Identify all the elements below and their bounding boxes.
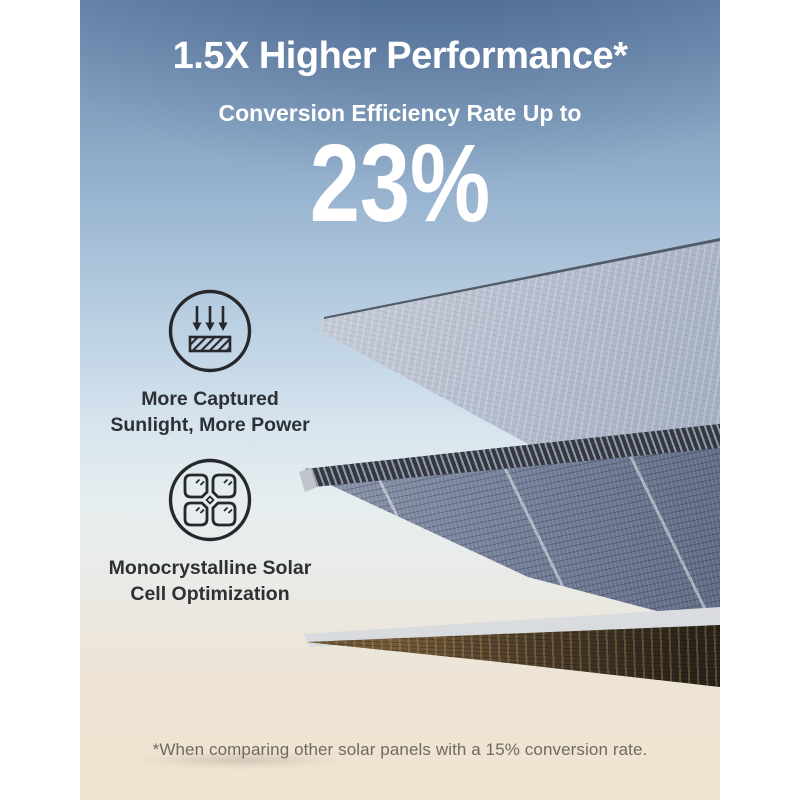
- feature-label-line: Sunlight, More Power: [110, 414, 310, 437]
- feature-captured-sunlight: More Captured Sunlight, More Power: [80, 289, 340, 439]
- sunlight-absorption-icon: [168, 289, 252, 373]
- feature-label: More Captured Sunlight, More Power: [80, 386, 340, 439]
- sky-photo-background: 1.5X Higher Performance* Conversion Effi…: [80, 0, 720, 800]
- cloud-smudge: [135, 752, 345, 768]
- feature-label-line: Monocrystalline Solar: [108, 557, 312, 579]
- solar-cells-icon: [168, 458, 252, 542]
- feature-label-line: More Captured: [141, 388, 279, 410]
- efficiency-value: 23%: [309, 121, 491, 245]
- feature-label: Monocrystalline Solar Cell Optimization: [80, 555, 340, 608]
- headline-block: 1.5X Higher Performance* Conversion Effi…: [80, 35, 720, 245]
- headline-title: 1.5X Higher Performance*: [172, 35, 628, 77]
- footnote: *When comparing other solar panels with …: [152, 740, 648, 759]
- headline-subtitle: Conversion Efficiency Rate Up to: [218, 99, 582, 126]
- feature-label-line: Cell Optimization: [130, 583, 290, 606]
- feature-monocrystalline-cells: Monocrystalline Solar Cell Optimization: [80, 458, 340, 608]
- solar-panel-middle-end-cap: [299, 468, 317, 492]
